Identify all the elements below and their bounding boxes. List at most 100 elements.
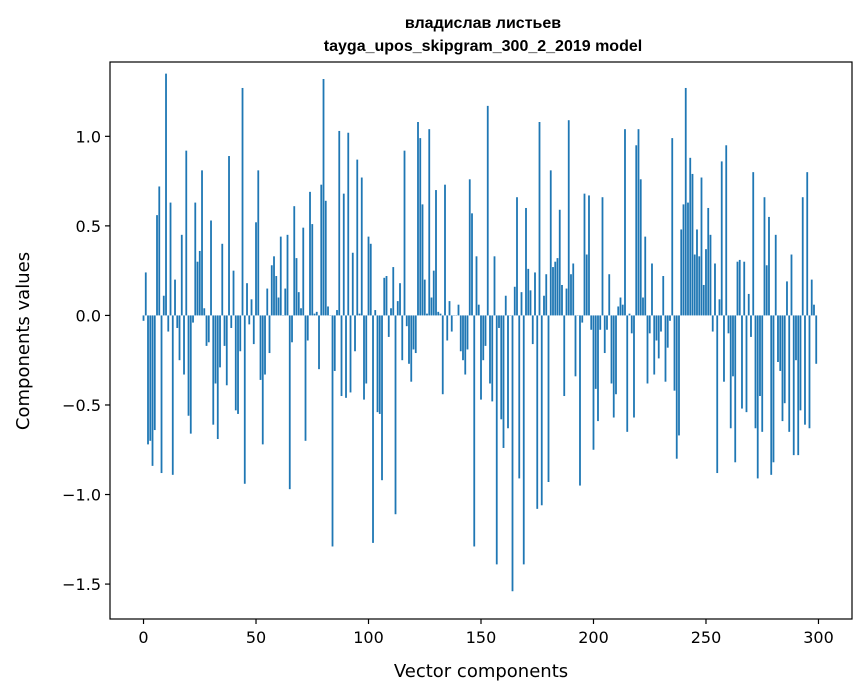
bar-230 xyxy=(660,315,662,332)
bar-166 xyxy=(516,197,518,316)
bar-238 xyxy=(678,315,680,436)
bar-130 xyxy=(435,190,437,316)
y-tick-label-4: 0.5 xyxy=(76,217,101,236)
bar-296 xyxy=(808,315,811,429)
bar-217 xyxy=(630,315,633,334)
bar-267 xyxy=(743,261,746,316)
bar-158 xyxy=(498,315,500,328)
bar-63 xyxy=(284,288,287,316)
bar-39 xyxy=(230,315,233,328)
bar-275 xyxy=(761,315,764,432)
bar-225 xyxy=(648,315,651,334)
bar-20 xyxy=(187,315,190,416)
bar-227 xyxy=(653,315,656,375)
bar-184 xyxy=(556,258,559,316)
bar-223 xyxy=(644,236,647,316)
bar-127 xyxy=(428,129,431,316)
bar-198 xyxy=(588,195,590,316)
bar-129 xyxy=(432,270,435,316)
bar-76 xyxy=(313,313,316,316)
bar-118 xyxy=(408,315,410,364)
bar-23 xyxy=(194,202,197,316)
bar-153 xyxy=(486,105,489,316)
bar-116 xyxy=(403,150,406,316)
bar-194 xyxy=(579,315,581,486)
bar-162 xyxy=(507,315,509,429)
bar-294 xyxy=(804,315,806,425)
bar-124 xyxy=(421,204,424,316)
bar-279 xyxy=(770,315,773,475)
bar-59 xyxy=(275,276,278,316)
bar-10 xyxy=(165,73,167,316)
bar-112 xyxy=(394,315,397,515)
bar-234 xyxy=(669,315,671,321)
bar-276 xyxy=(763,197,766,316)
bar-157 xyxy=(495,315,498,565)
bar-255 xyxy=(716,315,719,474)
bar-95 xyxy=(356,159,359,316)
bar-149 xyxy=(477,304,480,316)
bar-249 xyxy=(702,284,705,316)
bar-159 xyxy=(500,315,503,420)
bar-43 xyxy=(239,315,242,352)
chart-title-line-1: владислав листьев xyxy=(405,15,561,32)
bar-273 xyxy=(756,315,759,479)
bar-21 xyxy=(189,315,192,434)
bar-9 xyxy=(162,295,165,316)
bar-259 xyxy=(725,145,728,316)
bar-70 xyxy=(300,308,302,316)
bar-241 xyxy=(684,87,687,316)
bar-181 xyxy=(549,170,552,316)
bar-91 xyxy=(347,132,350,316)
bar-164 xyxy=(511,315,514,592)
bar-60 xyxy=(277,297,280,316)
bar-226 xyxy=(651,263,653,316)
bar-97 xyxy=(360,177,363,316)
bar-71 xyxy=(302,227,305,316)
chart-title-line-2: tayga_upos_skipgram_300_2_2019 model xyxy=(324,38,642,55)
bar-192 xyxy=(574,315,577,377)
bar-202 xyxy=(597,315,599,422)
y-tick-label-0: −1.5 xyxy=(62,575,101,594)
bar-79 xyxy=(320,184,323,316)
bar-17 xyxy=(180,234,183,316)
bar-211 xyxy=(617,306,620,316)
bar-46 xyxy=(246,283,248,316)
bar-84 xyxy=(331,315,334,547)
bar-203 xyxy=(599,315,602,330)
bar-168 xyxy=(520,292,523,316)
bar-280 xyxy=(772,315,775,463)
bar-235 xyxy=(671,138,674,316)
bar-152 xyxy=(484,315,487,346)
bar-187 xyxy=(563,315,566,397)
bar-52 xyxy=(259,315,262,380)
bar-18 xyxy=(183,315,185,375)
bar-5 xyxy=(153,315,156,431)
bar-182 xyxy=(552,267,554,316)
bar-67 xyxy=(293,206,296,316)
bar-148 xyxy=(475,256,478,316)
bar-1 xyxy=(144,272,147,316)
bar-86 xyxy=(336,310,338,316)
bar-260 xyxy=(727,315,730,334)
bar-277 xyxy=(765,265,768,316)
bar-200 xyxy=(592,315,595,450)
bar-195 xyxy=(581,315,584,323)
bar-85 xyxy=(333,315,336,371)
bar-161 xyxy=(504,295,507,316)
bar-254 xyxy=(714,263,716,316)
bar-54 xyxy=(264,315,266,375)
bar-100 xyxy=(367,236,370,316)
bar-35 xyxy=(221,243,224,316)
bar-42 xyxy=(237,315,239,414)
bar-68 xyxy=(295,258,298,316)
bar-107 xyxy=(383,277,386,316)
bar-221 xyxy=(639,179,642,316)
bar-172 xyxy=(529,290,532,316)
bar-33 xyxy=(216,315,219,440)
bar-123 xyxy=(419,138,422,316)
bar-119 xyxy=(410,315,413,382)
bar-155 xyxy=(491,315,494,402)
bar-186 xyxy=(561,284,563,316)
